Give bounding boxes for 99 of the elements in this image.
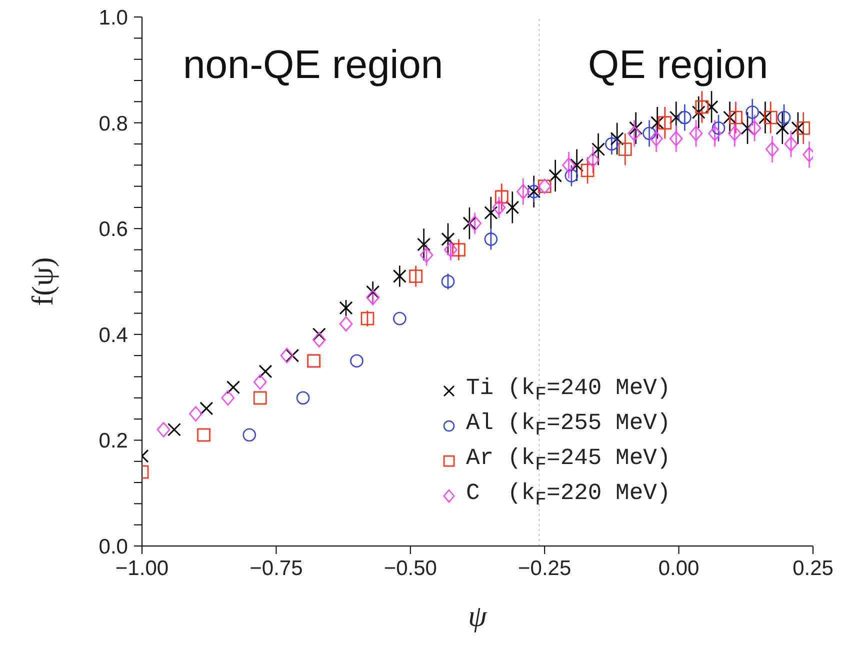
point: [592, 142, 606, 156]
point: [441, 232, 455, 246]
point: [776, 121, 790, 135]
point: [296, 391, 310, 405]
point: [197, 428, 210, 442]
point: [708, 126, 722, 142]
point: [253, 391, 267, 405]
legend-label: C (k$_{F}$=220 MeV): [466, 480, 671, 511]
point: [444, 242, 458, 258]
point: [678, 110, 692, 124]
annotation: non-QE region: [183, 43, 444, 88]
point: [758, 110, 772, 124]
point: [610, 132, 624, 146]
point: [286, 348, 300, 362]
point: [689, 126, 703, 142]
legend-label: Ti (k$_{F}$=240 MeV): [466, 375, 671, 406]
point: [189, 406, 202, 422]
legend-label: Ar (k$_{F}$=245 MeV): [466, 445, 671, 476]
point: [658, 116, 672, 130]
point: [495, 190, 508, 204]
point: [704, 100, 718, 114]
point: [366, 285, 380, 299]
point: [695, 100, 709, 114]
point: [307, 354, 320, 368]
point: [392, 269, 406, 283]
point: [642, 126, 656, 140]
point: [796, 121, 810, 135]
x-tick-label: −0.50: [384, 556, 437, 580]
point: [312, 328, 326, 342]
point: [784, 136, 798, 152]
point: [253, 374, 267, 390]
annotation: QE region: [588, 43, 768, 88]
x-axis-title: ψ: [468, 600, 488, 633]
point: [156, 422, 170, 438]
point: [167, 422, 181, 436]
point: [462, 216, 476, 230]
point: [360, 312, 374, 326]
point: [312, 332, 326, 348]
point: [417, 238, 431, 252]
legend-label: Al (k$_{F}$=255 MeV): [466, 410, 671, 441]
y-axis-title: f(ψ): [26, 257, 60, 306]
point: [280, 348, 294, 364]
point: [748, 120, 762, 136]
point: [441, 274, 455, 288]
point: [729, 110, 742, 124]
point: [420, 247, 434, 263]
point: [728, 126, 742, 142]
point: [570, 158, 584, 172]
point: [669, 110, 683, 124]
point: [650, 131, 663, 146]
point: [650, 116, 664, 130]
point: [226, 380, 240, 394]
point: [258, 364, 272, 378]
point: [366, 290, 380, 306]
point: [468, 216, 482, 231]
point: [242, 428, 256, 442]
point: [564, 169, 578, 182]
point: [339, 301, 353, 315]
point: [586, 152, 600, 168]
point: [492, 200, 506, 216]
point: [562, 157, 576, 173]
point: [409, 270, 422, 283]
point: [605, 137, 618, 151]
x-tick-label: 0.00: [658, 556, 700, 580]
point: [393, 312, 406, 326]
y-tick-label: 0.2: [98, 430, 128, 453]
point: [484, 206, 498, 220]
point: [452, 243, 466, 256]
y-tick-label: 0.0: [98, 535, 128, 558]
x-tick-label: −1.00: [115, 556, 169, 580]
x-tick-label: −0.75: [250, 556, 303, 580]
point: [723, 110, 737, 124]
point: [791, 121, 805, 135]
x-tick-label: 0.25: [792, 556, 834, 580]
point: [548, 168, 562, 182]
point: [766, 142, 779, 157]
point: [618, 142, 632, 156]
point: [629, 121, 643, 135]
point: [516, 184, 530, 200]
point: [712, 121, 726, 135]
point: [669, 131, 683, 146]
point: [339, 316, 353, 332]
point: [628, 126, 641, 142]
point: [200, 402, 214, 416]
y-tick-label: 1.0: [98, 6, 128, 30]
x-tick-label: −0.25: [518, 556, 572, 580]
point: [484, 232, 498, 246]
y-tick-label: 0.8: [98, 112, 128, 136]
y-tick-label: 0.4: [98, 324, 128, 347]
point: [580, 164, 594, 178]
point: [350, 354, 364, 368]
point: [692, 105, 706, 119]
point: [764, 110, 778, 124]
y-tick-label: 0.6: [98, 218, 128, 242]
point: [506, 200, 520, 214]
point: [221, 390, 235, 406]
point: [746, 106, 759, 119]
point: [777, 110, 791, 124]
point: [740, 121, 754, 135]
